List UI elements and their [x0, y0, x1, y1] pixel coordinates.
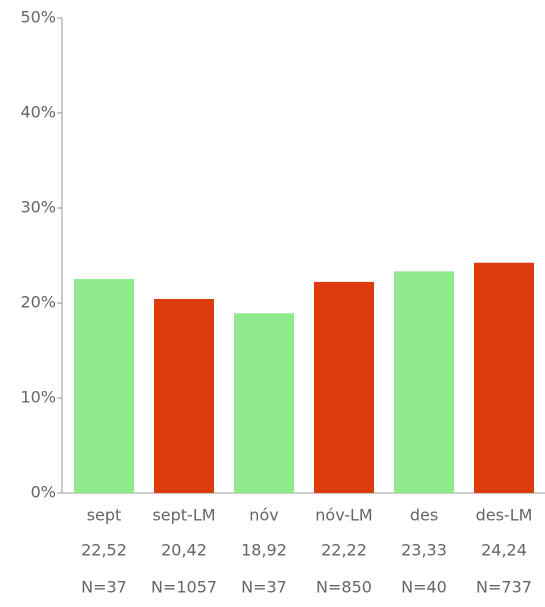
bar — [74, 279, 134, 493]
bar — [314, 281, 374, 493]
y-tick-label: 20% — [20, 293, 56, 312]
bar — [394, 271, 454, 493]
y-tick-label: 50% — [20, 8, 56, 27]
x-tick-label: sept-LM — [152, 506, 215, 525]
x-tick-label: nóv-LM — [315, 506, 372, 525]
value-label: 20,42 — [161, 541, 207, 560]
n-label: N=37 — [81, 578, 127, 597]
n-label: N=737 — [476, 578, 532, 597]
value-label: 22,22 — [321, 541, 367, 560]
x-tick-label: des-LM — [476, 506, 533, 525]
x-tick-label: sept — [87, 506, 122, 525]
n-label: N=850 — [316, 578, 372, 597]
value-label: 18,92 — [241, 541, 287, 560]
value-label: 22,52 — [81, 541, 127, 560]
bar — [234, 313, 294, 493]
bar — [474, 262, 534, 493]
y-tick-label: 0% — [31, 483, 56, 502]
n-label: N=1057 — [151, 578, 217, 597]
x-tick-label: des — [410, 506, 438, 525]
value-label: 24,24 — [481, 541, 527, 560]
y-tick-label: 40% — [20, 103, 56, 122]
y-tick-label: 30% — [20, 198, 56, 217]
x-tick-label: nóv — [249, 506, 278, 525]
value-label: 23,33 — [401, 541, 447, 560]
n-label: N=37 — [241, 578, 287, 597]
y-tick-label: 10% — [20, 388, 56, 407]
n-label: N=40 — [401, 578, 447, 597]
bar — [154, 299, 214, 493]
